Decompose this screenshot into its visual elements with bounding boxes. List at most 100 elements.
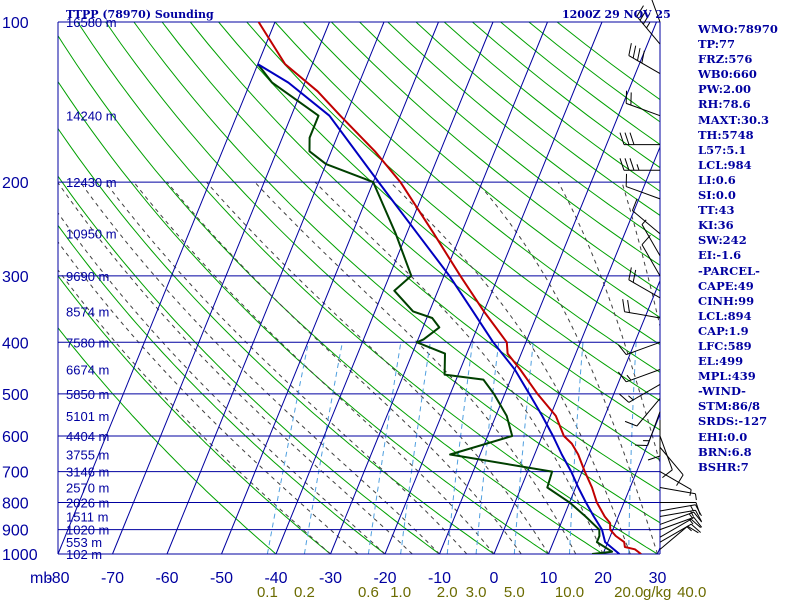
wind-barb-flag: [626, 374, 632, 381]
wind-barb-flag: [641, 234, 651, 245]
wind-barb-staff: [628, 279, 661, 299]
pressure-tick-label: 400: [2, 335, 29, 352]
dry-adiabat-line: [161, 22, 660, 461]
pressure-tick-label: 500: [2, 387, 29, 404]
dry-adiabat-line: [246, 22, 660, 373]
index-entry: MPL:439: [698, 369, 756, 384]
pressure-tick-label: 200: [2, 175, 29, 192]
moist-adiabat-line: [166, 181, 522, 554]
wind-barb-staff: [626, 341, 661, 356]
dry-adiabat-line: [58, 34, 604, 554]
grid: [57, 21, 661, 555]
index-entry: TT:43: [698, 203, 735, 218]
dry-adiabat-line: [105, 22, 660, 524]
wind-barb: [647, 420, 661, 461]
dry-adiabat-line: [58, 327, 277, 554]
height-label: 3146 m: [66, 465, 109, 480]
isotherm-line: [493, 146, 661, 555]
temperature-tick-label: -70: [101, 570, 124, 587]
wind-barb: [625, 90, 661, 117]
wind-barb-flag: [627, 299, 630, 313]
wind-barb-staff: [659, 509, 696, 517]
index-entry: EI:-1.6: [698, 248, 742, 263]
wind-barb-flag: [628, 267, 632, 280]
height-label: 2570 m: [66, 481, 109, 496]
dry-adiabat-line: [331, 22, 660, 292]
temperature-tick-label: -80: [46, 570, 69, 587]
wind-barb-flag: [641, 50, 645, 64]
index-entry: MAXT:30.3: [698, 112, 769, 127]
height-label: 553 m: [66, 535, 102, 550]
mixing-ratio-line: [266, 342, 309, 554]
wind-barb-flag: [695, 504, 702, 517]
height-label: 3755 m: [66, 447, 109, 462]
wind-barb-staff: [628, 383, 661, 403]
wind-barb-flag: [619, 132, 625, 145]
wind-barb: [635, 411, 661, 446]
moist-adiabat-line: [58, 269, 331, 554]
wind-barb-staff: [659, 504, 696, 512]
height-label: 6674 m: [66, 363, 109, 378]
index-entry: EL:499: [698, 354, 744, 369]
height-label: 14240 m: [66, 109, 117, 124]
dry-adiabat-line: [302, 22, 660, 319]
mixing-ratio-label: 40.0: [677, 584, 706, 600]
wind-barb-flag: [629, 132, 635, 145]
wind-barb: [617, 369, 661, 383]
dewpoint-line: [257, 63, 614, 554]
mixing-ratio-label: 3.0: [466, 584, 487, 600]
pressure-tick-label: 100: [2, 15, 29, 32]
index-entry: LFC:589: [698, 338, 752, 353]
wind-barb-flag: [647, 455, 661, 461]
pressure-tick-label: 600: [2, 429, 29, 446]
wind-barb-flag: [686, 526, 692, 532]
wind-barb: [659, 487, 697, 501]
wind-barb: [641, 234, 661, 277]
isotherm-line: [166, 21, 385, 555]
mixing-ratio-label: 20.0: [614, 584, 643, 600]
sounding-traces: [257, 22, 642, 554]
isotherm-line: [330, 21, 548, 555]
wind-barb-flag: [622, 299, 626, 312]
dry-adiabat-line: [58, 80, 550, 554]
mixing-ratio-lines: [266, 342, 637, 554]
isotherm-line: [112, 21, 330, 555]
pressure-tick-label: 900: [2, 523, 29, 540]
wind-barb-flag: [690, 523, 701, 533]
wind-barb-flag: [619, 393, 630, 403]
moist-adiabat-line: [206, 181, 549, 554]
moist-adiabat-line: [58, 212, 386, 554]
wind-barb-staff: [636, 16, 661, 45]
dry-adiabat-line: [274, 22, 660, 346]
index-entry: SI:0.0: [698, 188, 736, 203]
moist-adiabat-line: [58, 181, 413, 554]
chart-title: TTPP (78970) Sounding: [66, 8, 214, 21]
wind-barb: [659, 509, 702, 522]
index-entry: BRN:6.8: [698, 444, 752, 459]
mixing-ratio-unit: g/kg: [643, 584, 671, 600]
index-entry: L57:5.1: [698, 142, 747, 157]
index-entry: SRDS:-127: [698, 414, 768, 429]
temperature-tick-label: 20: [594, 570, 612, 587]
wind-barb: [659, 525, 699, 550]
wind-barb: [617, 341, 661, 356]
dry-adiabat-line: [58, 224, 386, 554]
index-entry: BSHR:7: [698, 459, 749, 474]
moist-adiabat-line: [389, 181, 631, 554]
wind-barb: [659, 446, 684, 486]
height-label: 16580 m: [66, 15, 117, 30]
height-label: 5101 m: [66, 409, 109, 424]
height-label: 8574 m: [66, 304, 109, 319]
temperature-tick-label: -60: [155, 570, 178, 587]
index-entry: WMO:78970: [698, 22, 778, 36]
wind-barb: [619, 158, 660, 171]
wind-barb: [659, 435, 673, 479]
wind-barb-staff: [659, 435, 673, 470]
wind-barb-staff: [659, 511, 694, 525]
height-label: 1020 m: [66, 523, 109, 538]
isotherm-line: [221, 21, 439, 555]
mixing-ratio-label: 1.0: [390, 584, 411, 600]
wind-barb: [651, 0, 661, 23]
mixing-ratio-label: 5.0: [504, 584, 525, 600]
indices-panel: WMO:78970 TP:77 FRZ:576 WB0:660 PW:2.00 RH:78…: [698, 22, 798, 475]
